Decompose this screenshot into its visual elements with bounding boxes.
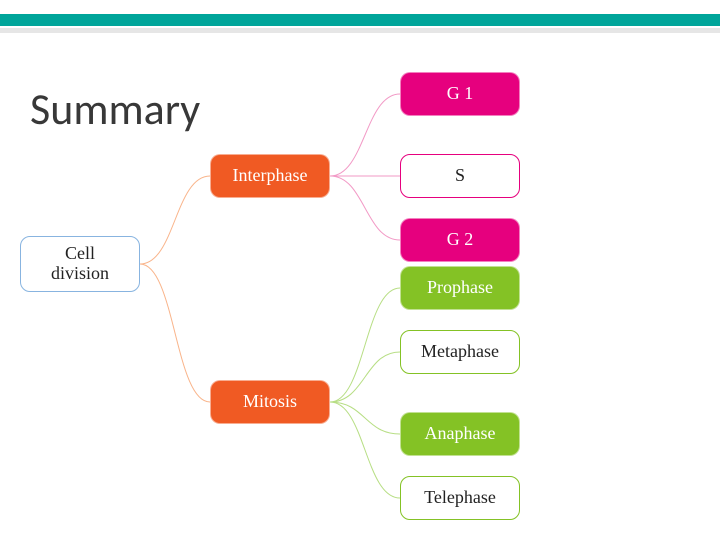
node-label: Interphase bbox=[233, 166, 308, 186]
node-interphase: Interphase bbox=[210, 154, 330, 198]
node-cell-division: Celldivision bbox=[20, 236, 140, 292]
node-label: G 1 bbox=[447, 84, 474, 104]
node-label: G 2 bbox=[447, 230, 474, 250]
node-telephase: Telephase bbox=[400, 476, 520, 520]
node-label: Telephase bbox=[424, 488, 496, 508]
node-s: S bbox=[400, 154, 520, 198]
node-label: S bbox=[455, 166, 465, 186]
node-g2: G 2 bbox=[400, 218, 520, 262]
node-anaphase: Anaphase bbox=[400, 412, 520, 456]
node-label: Mitosis bbox=[243, 392, 297, 412]
node-mitosis: Mitosis bbox=[210, 380, 330, 424]
node-g1: G 1 bbox=[400, 72, 520, 116]
node-label: Metaphase bbox=[421, 342, 499, 362]
node-label: Prophase bbox=[427, 278, 493, 298]
node-metaphase: Metaphase bbox=[400, 330, 520, 374]
node-label: Celldivision bbox=[51, 244, 109, 284]
node-prophase: Prophase bbox=[400, 266, 520, 310]
node-label: Anaphase bbox=[425, 424, 496, 444]
